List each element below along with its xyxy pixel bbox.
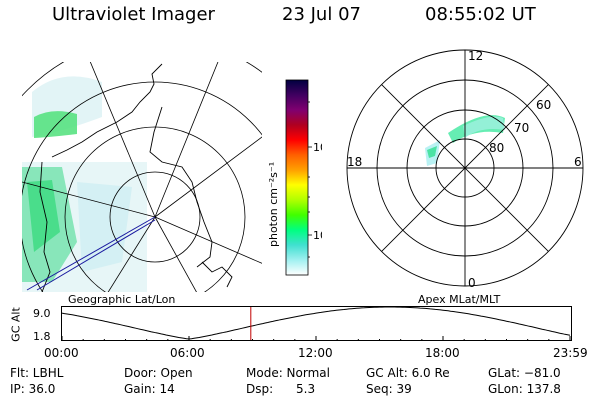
instrument-title: Ultraviolet Imager xyxy=(52,4,215,25)
ground-track xyxy=(26,216,156,291)
alt-plot-ymax: 9.0 xyxy=(33,307,51,320)
mlt-label-0: 0 xyxy=(468,276,476,290)
info-seq: Seq: 39 xyxy=(366,382,412,396)
aurora-emission-region xyxy=(425,115,505,166)
altitude-curve xyxy=(61,306,571,340)
altitude-timeline xyxy=(61,306,572,341)
mlt-polar-plot: 12 18 6 0 60 70 80 xyxy=(346,49,584,290)
mlt-spokes xyxy=(347,50,583,286)
info-dsp: Dsp: 5.3 xyxy=(246,382,316,396)
colorbar-gradient xyxy=(285,79,309,276)
colorbar: 100 10 photon cm⁻²s⁻¹ xyxy=(267,79,322,276)
colorbar-unit-label: photon cm⁻²s⁻¹ xyxy=(267,162,280,247)
alt-plot-ymin: 1.8 xyxy=(33,330,51,343)
date-label: 23 Jul 07 xyxy=(282,4,361,25)
mlat-label-70: 70 xyxy=(514,121,529,135)
mlt-label-6: 6 xyxy=(574,155,582,169)
info-glat: GLat: −81.0 xyxy=(488,366,561,380)
colorbar-tick-100: 100 xyxy=(313,141,322,154)
mlt-label-18: 18 xyxy=(347,155,362,169)
mlat-label-60: 60 xyxy=(536,98,551,112)
alt-xtick-2359: 23:59 xyxy=(553,346,588,360)
latitude-circles xyxy=(22,62,262,292)
info-door: Door: Open xyxy=(124,366,193,380)
longitude-lines xyxy=(22,62,262,292)
alt-xtick-0000: 00:00 xyxy=(44,346,79,360)
mlt-plot-caption: Apex MLat/MLT xyxy=(418,293,501,306)
colorbar-tick-10: 10 xyxy=(313,229,322,242)
info-ip: IP: 36.0 xyxy=(10,382,56,396)
time-label: 08:55:02 UT xyxy=(425,4,536,25)
alt-xtick-1200: 12:00 xyxy=(298,346,333,360)
info-gcalt: GC Alt: 6.0 Re xyxy=(366,366,450,380)
alt-plot-ylabel: GC Alt xyxy=(9,307,23,342)
geographic-map xyxy=(22,62,262,292)
ground-track-2 xyxy=(36,219,156,291)
coastline xyxy=(39,63,233,292)
geo-map-caption: Geographic Lat/Lon xyxy=(68,293,176,306)
alt-xtick-1800: 18:00 xyxy=(425,346,460,360)
info-gain: Gain: 14 xyxy=(124,382,175,396)
info-glon: GLon: 137.8 xyxy=(488,382,561,396)
mlt-label-12: 12 xyxy=(468,49,483,63)
alt-xtick-0600: 06:00 xyxy=(170,346,205,360)
info-flt: Flt: LBHL xyxy=(10,366,64,380)
info-mode: Mode: Normal xyxy=(246,366,330,380)
colorbar-ticks xyxy=(308,101,312,258)
mlat-label-80: 80 xyxy=(489,141,504,155)
